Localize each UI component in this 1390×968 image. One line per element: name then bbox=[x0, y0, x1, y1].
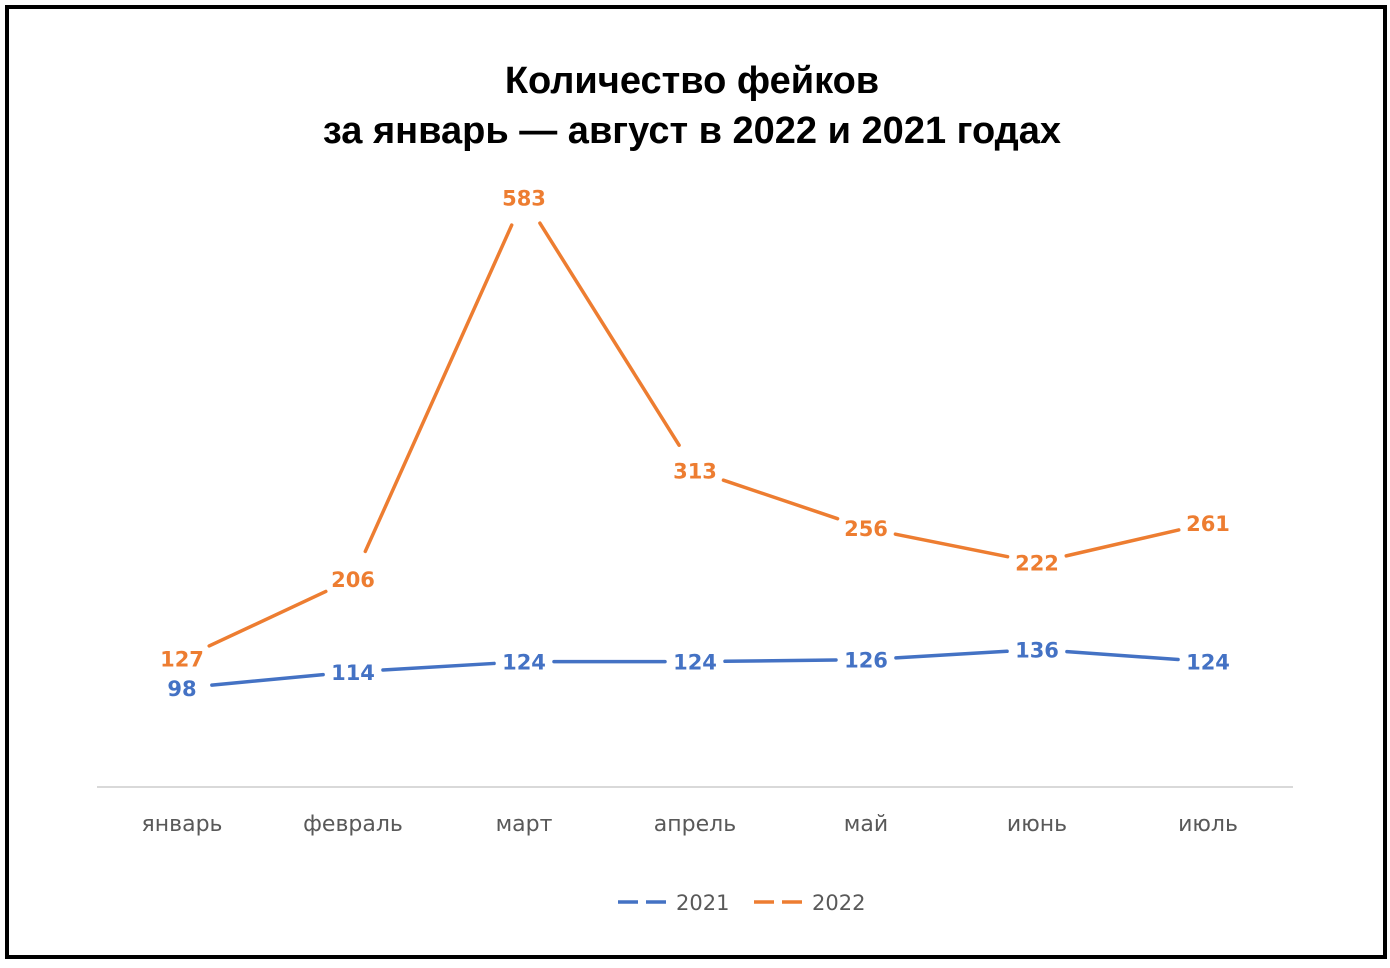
x-tick-label: февраль bbox=[303, 812, 403, 837]
data-label: 313 bbox=[673, 460, 717, 484]
legend-label: 2021 bbox=[676, 891, 729, 915]
series-segment bbox=[210, 672, 325, 687]
data-label: 261 bbox=[1186, 512, 1230, 536]
data-label: 126 bbox=[844, 649, 888, 673]
data-label: 98 bbox=[167, 677, 196, 701]
series-lines bbox=[207, 221, 1181, 687]
series-segment bbox=[894, 649, 1009, 660]
series-2021 bbox=[210, 649, 1180, 687]
chart-title-line1: Количество фейков bbox=[504, 60, 880, 102]
series-segment bbox=[723, 658, 838, 664]
legend-item-2022: 2022 bbox=[754, 891, 865, 915]
legend: 2021 2022 bbox=[618, 891, 865, 915]
data-label: 124 bbox=[502, 651, 546, 675]
x-tick-label: май bbox=[844, 812, 888, 837]
data-label: 206 bbox=[331, 568, 375, 592]
series-2022 bbox=[207, 221, 1181, 648]
x-tick-label: март bbox=[496, 812, 553, 837]
x-tick-label: июнь bbox=[1007, 812, 1067, 837]
data-labels: 98 114 124 124 126 136 124 127 206 583 313 256 222 26… bbox=[160, 187, 1230, 701]
data-label: 124 bbox=[673, 651, 717, 675]
series-segment bbox=[721, 478, 840, 521]
series-segment bbox=[1064, 528, 1181, 558]
series-segment bbox=[1065, 649, 1180, 662]
legend-label: 2022 bbox=[812, 891, 865, 915]
x-tick-label: апрель bbox=[654, 812, 736, 837]
chart-title: Количество фейков за январь — август в 2… bbox=[0, 56, 1384, 156]
series-segment bbox=[381, 661, 496, 672]
data-label: 222 bbox=[1015, 552, 1059, 576]
x-axis: январь февраль март апрель май июнь июль bbox=[97, 786, 1293, 837]
chart-title-line2: за январь — август в 2022 и 2021 годах bbox=[322, 110, 1062, 152]
data-label: 583 bbox=[502, 187, 546, 211]
legend-item-2021: 2021 bbox=[618, 891, 729, 915]
series-segment bbox=[538, 221, 681, 447]
series-segment bbox=[207, 589, 328, 648]
data-label: 256 bbox=[844, 517, 888, 541]
data-label: 127 bbox=[160, 648, 204, 672]
data-label: 136 bbox=[1015, 639, 1059, 663]
data-label: 114 bbox=[331, 661, 375, 685]
chart-frame bbox=[5, 5, 1387, 959]
x-tick-label: июль bbox=[1178, 812, 1238, 837]
series-segment bbox=[893, 532, 1010, 559]
data-label: 124 bbox=[1186, 651, 1230, 675]
x-tick-label: январь bbox=[142, 812, 223, 837]
series-segment bbox=[363, 223, 514, 554]
